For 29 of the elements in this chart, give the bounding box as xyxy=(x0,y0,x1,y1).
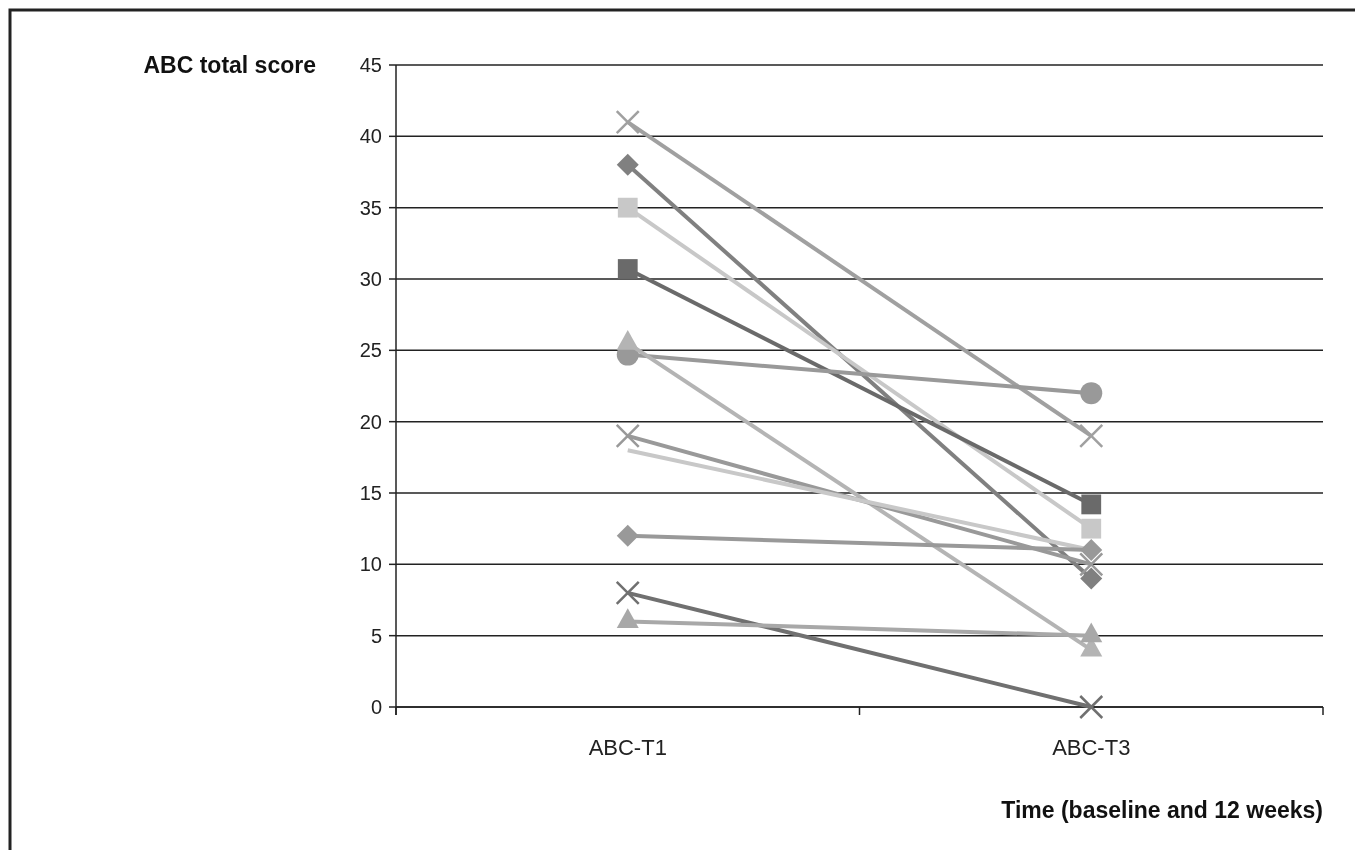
point xyxy=(1079,423,1104,449)
point xyxy=(616,524,639,547)
y-tick-label: 15 xyxy=(359,482,382,504)
point xyxy=(1079,694,1104,720)
y-tick-label: 0 xyxy=(370,696,382,718)
y-tick-label: 25 xyxy=(359,339,382,362)
point xyxy=(1080,539,1103,562)
y-axis-title: ABC total score xyxy=(143,52,316,78)
x-tick-label: ABC-T3 xyxy=(1052,735,1131,760)
y-tick-label: 40 xyxy=(359,125,382,148)
point xyxy=(617,197,638,218)
y-tick-label: 45 xyxy=(359,54,382,76)
point xyxy=(615,580,640,606)
x-tick-label: ABC-T1 xyxy=(588,735,667,760)
point xyxy=(617,259,638,279)
y-tick-label: 5 xyxy=(370,624,382,647)
point xyxy=(1081,518,1102,539)
point xyxy=(615,109,640,135)
point xyxy=(1081,494,1102,515)
point xyxy=(1080,382,1103,405)
point xyxy=(1080,567,1103,590)
y-tick-label: 30 xyxy=(359,268,382,290)
x-axis-title: Time (baseline and 12 weeks) xyxy=(1001,797,1323,823)
point xyxy=(1079,552,1104,577)
y-tick-label: 20 xyxy=(359,410,382,433)
point xyxy=(615,423,640,449)
point xyxy=(616,153,639,176)
y-tick-label: 10 xyxy=(359,553,382,576)
y-tick-label: 35 xyxy=(359,196,382,219)
